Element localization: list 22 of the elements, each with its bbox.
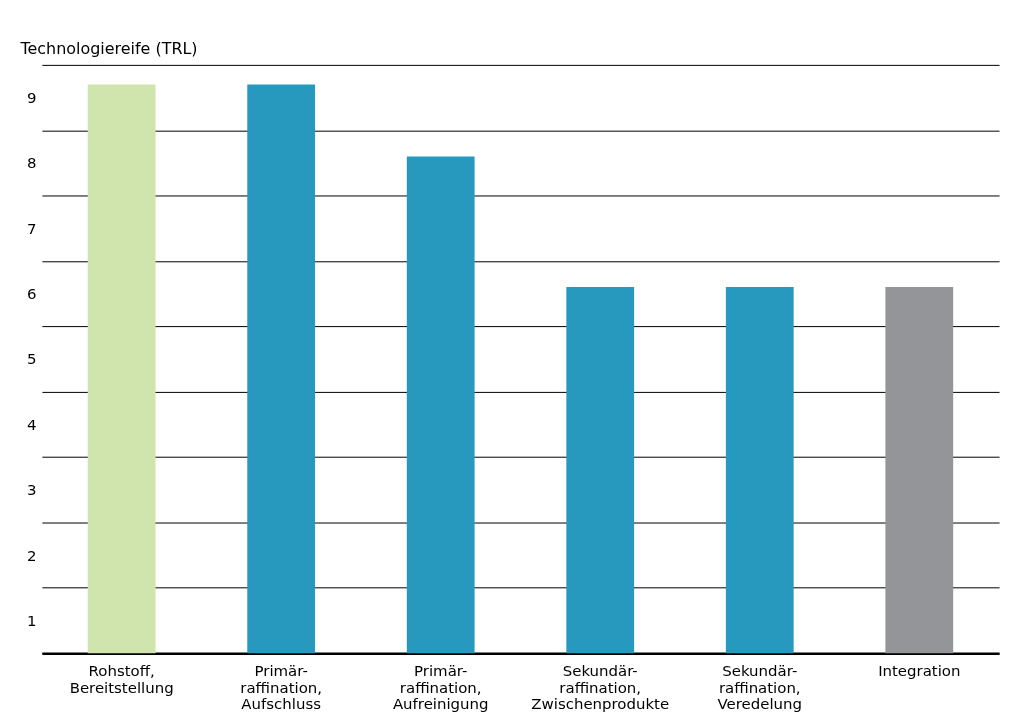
x-tick-label: Rohstoff, Bereitstellung (69, 661, 174, 697)
bar (885, 287, 954, 654)
x-tick-label: Sekundär- raffination, Zwischenprodukte (531, 661, 670, 714)
bar (725, 287, 794, 654)
bar (406, 156, 475, 654)
y-tick-label: 4 (26, 415, 37, 434)
bar (87, 84, 156, 654)
y-tick-label: 9 (26, 89, 37, 108)
y-tick-label: 5 (26, 350, 37, 369)
y-tick-label: 1 (26, 611, 37, 630)
y-tick-label: 6 (26, 285, 37, 304)
y-tick-label: 7 (26, 219, 37, 238)
x-tick-label: Primär- raffination, Aufreinigung (392, 661, 489, 714)
y-axis-title: Technologiereife (TRL) (19, 39, 198, 59)
y-tick-label: 3 (26, 481, 37, 500)
x-tick-label: Primär- raffination, Aufschluss (240, 661, 323, 714)
y-tick-label: 8 (26, 154, 37, 173)
x-tick-label: Integration (878, 661, 961, 680)
bar (247, 84, 316, 654)
y-tick-label: 2 (26, 546, 37, 565)
bar (566, 287, 635, 654)
x-tick-label: Sekundär- raffination, Veredelung (717, 661, 803, 714)
